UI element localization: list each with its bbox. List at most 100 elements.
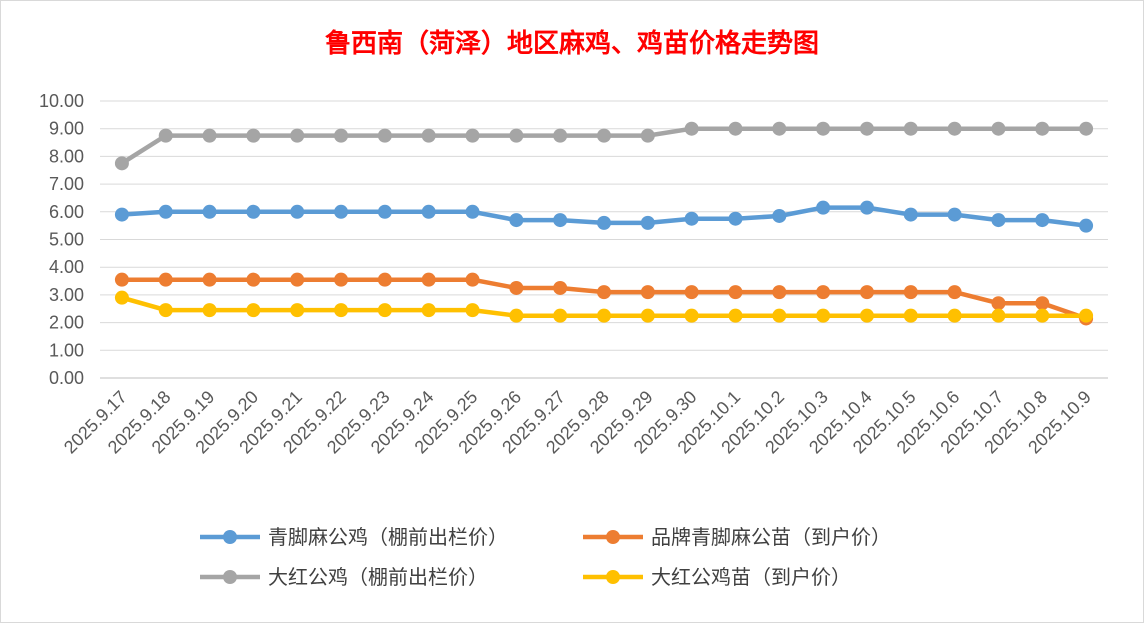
data-point xyxy=(421,303,436,318)
data-point xyxy=(158,204,173,219)
y-tick-label: 9.00 xyxy=(49,119,84,139)
data-point xyxy=(1035,213,1050,228)
data-point xyxy=(377,272,392,287)
data-point xyxy=(859,308,874,323)
legend-marker xyxy=(606,530,620,544)
data-point xyxy=(816,285,831,300)
data-point xyxy=(509,128,524,143)
data-point xyxy=(202,128,217,143)
y-tick-label: 3.00 xyxy=(49,285,84,305)
y-axis-ticks: 0.00 1.00 2.00 3.00 4.00 5.00 6.00 7.00 8.00 9.00… xyxy=(39,91,84,388)
data-point xyxy=(246,303,261,318)
data-point xyxy=(640,128,655,143)
data-point xyxy=(553,213,568,228)
data-point xyxy=(377,303,392,318)
data-point xyxy=(114,156,129,171)
y-tick-label: 1.00 xyxy=(49,340,84,360)
data-point xyxy=(465,272,480,287)
data-point xyxy=(640,308,655,323)
data-point xyxy=(728,285,743,300)
data-point xyxy=(334,272,349,287)
data-point xyxy=(684,211,699,226)
data-point xyxy=(816,121,831,136)
data-point xyxy=(816,200,831,215)
data-point xyxy=(597,215,611,230)
data-point xyxy=(903,207,918,222)
data-point xyxy=(728,121,743,136)
data-point xyxy=(334,303,349,318)
legend-item: 大红公鸡（棚前出栏价） xyxy=(200,565,488,589)
data-point xyxy=(1079,121,1094,136)
data-point xyxy=(1079,218,1094,233)
data-point xyxy=(991,296,1006,311)
data-point xyxy=(421,128,436,143)
data-point xyxy=(1035,308,1050,323)
data-point xyxy=(947,308,962,323)
data-point xyxy=(1035,296,1050,311)
data-point xyxy=(859,121,874,136)
series-0 xyxy=(114,200,1094,233)
data-point xyxy=(334,128,349,143)
data-point xyxy=(597,128,611,143)
data-point xyxy=(684,308,699,323)
data-point xyxy=(947,207,962,222)
data-point xyxy=(772,121,787,136)
data-point xyxy=(684,285,699,300)
data-point xyxy=(509,213,524,228)
data-point xyxy=(640,285,655,300)
data-point xyxy=(202,204,217,219)
data-point xyxy=(465,204,480,219)
data-point xyxy=(597,308,611,323)
chart-title: 鲁西南（菏泽）地区麻鸡、鸡苗价格走势图 xyxy=(325,28,819,59)
data-point xyxy=(334,204,349,219)
data-point xyxy=(728,211,743,226)
data-point xyxy=(903,121,918,136)
series-3 xyxy=(114,290,1094,323)
data-point xyxy=(553,308,568,323)
y-tick-label: 8.00 xyxy=(49,146,84,166)
series-lines xyxy=(114,121,1094,326)
data-point xyxy=(553,128,568,143)
data-point xyxy=(290,272,305,287)
legend-label: 青脚麻公鸡（棚前出栏价） xyxy=(268,525,508,549)
data-point xyxy=(991,213,1006,228)
x-axis-ticks: 2025.9.172025.9.182025.9.192025.9.202025… xyxy=(60,387,1095,458)
data-point xyxy=(509,308,524,323)
data-point xyxy=(246,128,261,143)
legend-item: 品牌青脚麻公苗（到户价） xyxy=(583,525,891,549)
series-2 xyxy=(114,121,1094,171)
data-point xyxy=(202,303,217,318)
data-point xyxy=(202,272,217,287)
data-point xyxy=(158,128,173,143)
data-point xyxy=(903,285,918,300)
y-tick-label: 7.00 xyxy=(49,174,84,194)
legend: 青脚麻公鸡（棚前出栏价） 品牌青脚麻公苗（到户价） 大红公鸡（棚前出栏价） 大红公鸡苗… xyxy=(200,525,891,589)
data-point xyxy=(684,121,699,136)
data-point xyxy=(859,285,874,300)
data-point xyxy=(947,121,962,136)
data-point xyxy=(246,272,261,287)
data-point xyxy=(465,303,480,318)
y-tick-label: 5.00 xyxy=(49,230,84,250)
legend-item: 大红公鸡苗（到户价） xyxy=(583,565,851,589)
data-point xyxy=(114,290,129,305)
data-point xyxy=(114,207,129,222)
data-point xyxy=(421,272,436,287)
data-point xyxy=(158,272,173,287)
data-point xyxy=(509,280,524,295)
data-point xyxy=(816,308,831,323)
legend-marker xyxy=(606,570,620,584)
legend-label: 品牌青脚麻公苗（到户价） xyxy=(651,525,891,549)
data-point xyxy=(290,204,305,219)
data-point xyxy=(859,200,874,215)
data-point xyxy=(377,128,392,143)
legend-marker xyxy=(223,530,237,544)
y-tick-label: 2.00 xyxy=(49,313,84,333)
data-point xyxy=(1035,121,1050,136)
data-point xyxy=(290,128,305,143)
legend-label: 大红公鸡苗（到户价） xyxy=(651,565,851,589)
y-tick-label: 4.00 xyxy=(49,257,84,277)
data-point xyxy=(377,204,392,219)
y-tick-label: 10.00 xyxy=(39,91,84,111)
